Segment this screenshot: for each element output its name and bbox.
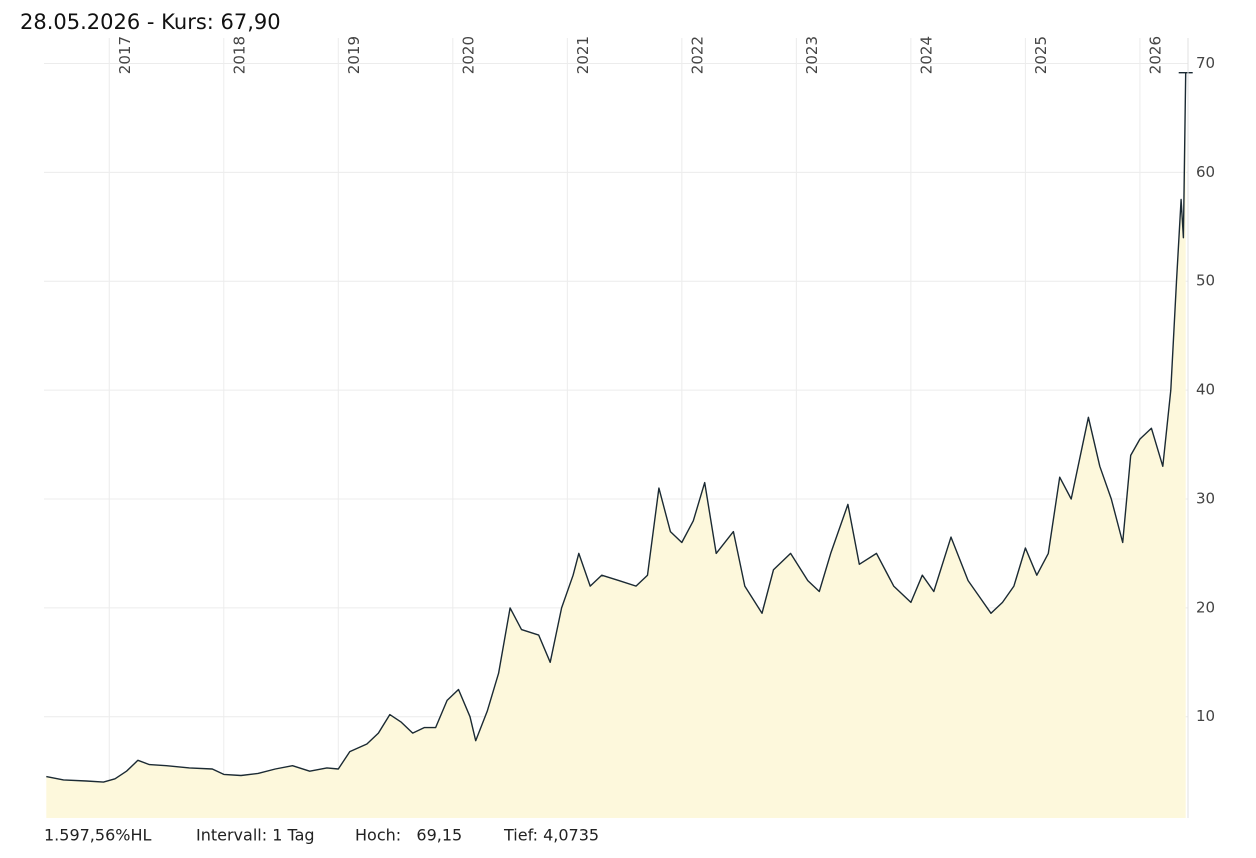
x-tick-label: 2022 xyxy=(688,36,706,74)
area-fill xyxy=(46,72,1186,818)
y-tick-label: 70 xyxy=(1196,54,1215,72)
y-tick-label: 50 xyxy=(1196,272,1215,290)
y-tick-label: 60 xyxy=(1196,163,1215,181)
footer-text: Intervall: 1 Tag xyxy=(196,826,315,845)
x-tick-label: 2023 xyxy=(803,36,821,74)
price-line xyxy=(46,72,1187,783)
y-tick-label: 40 xyxy=(1196,381,1215,399)
y-tick-label: 10 xyxy=(1196,707,1215,725)
y-tick-label: 20 xyxy=(1196,598,1215,616)
footer-text: Hoch: 69,15 xyxy=(355,826,462,845)
x-tick-label: 2020 xyxy=(459,36,477,74)
chart-title: 28.05.2026 - Kurs: 67,90 xyxy=(20,10,281,34)
footer-text: 1.597,56%HL xyxy=(44,826,151,845)
x-tick-label: 2026 xyxy=(1146,36,1164,74)
x-tick-label: 2025 xyxy=(1032,36,1050,74)
x-tick-label: 2018 xyxy=(230,36,248,74)
footer-text: Tief: 4,0735 xyxy=(503,826,599,845)
y-tick-label: 30 xyxy=(1196,489,1215,507)
x-tick-label: 2017 xyxy=(116,36,134,74)
x-tick-label: 2021 xyxy=(574,36,592,74)
x-tick-label: 2024 xyxy=(917,36,935,74)
x-tick-label: 2019 xyxy=(345,36,363,74)
